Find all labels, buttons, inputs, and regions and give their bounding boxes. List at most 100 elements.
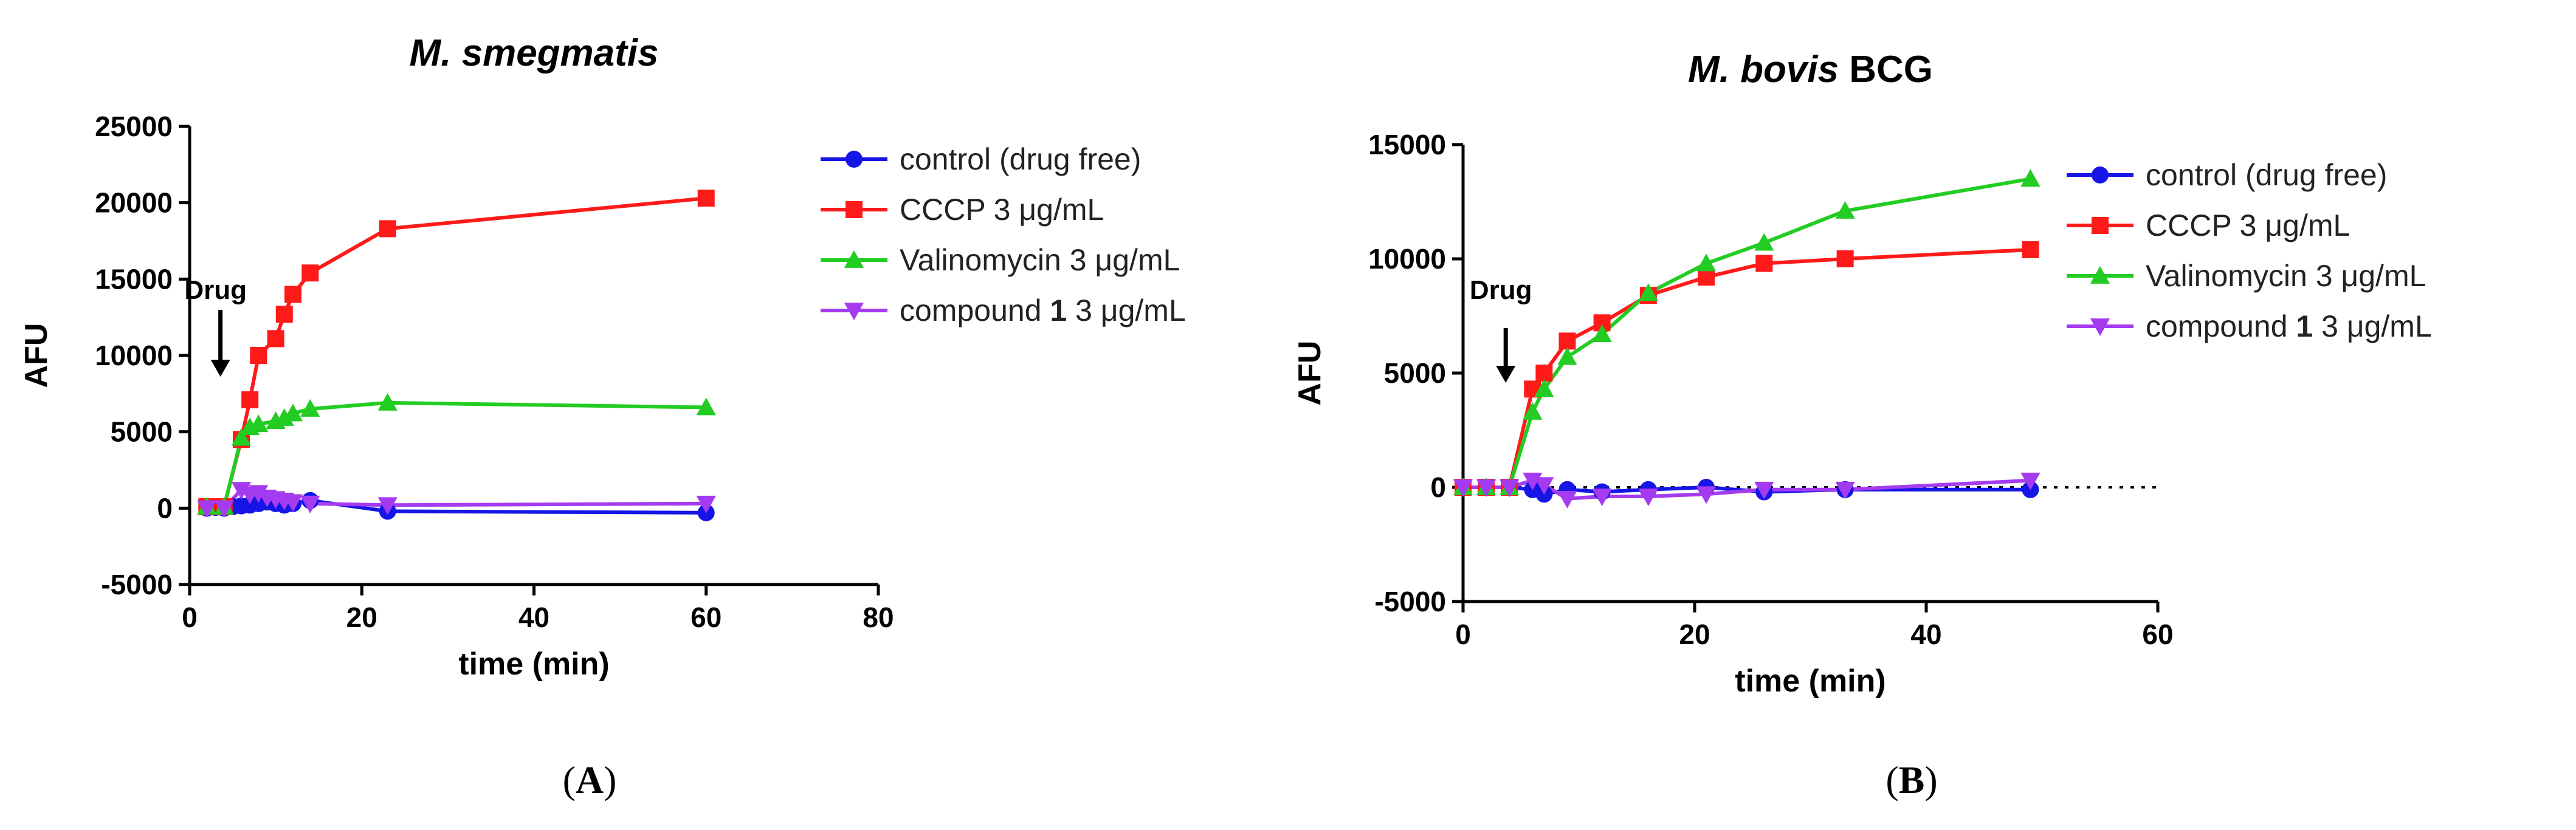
drug-arrow-head	[1496, 366, 1516, 383]
y-tick-label: 0	[157, 492, 173, 524]
series-line	[1463, 177, 2031, 489]
data-point	[1534, 477, 1554, 495]
data-point	[241, 391, 259, 408]
data-point	[696, 495, 716, 513]
data-point	[267, 330, 284, 348]
legend: control (drug free) CCCP 3 μg/mL Valinomyc…	[821, 142, 1186, 328]
legend-label: control (drug free)	[900, 142, 1141, 176]
data-point	[249, 485, 269, 503]
legend-label: compound 1 3 μg/mL	[900, 293, 1186, 328]
data-point	[1698, 269, 1715, 286]
y-tick-label: 0	[1430, 472, 1446, 503]
x-tick-label: 40	[1910, 619, 1941, 650]
data-point	[377, 393, 398, 411]
legend: control (drug free) CCCP 3 μg/mL Valinomyc…	[2067, 158, 2432, 343]
legend-label: CCCP 3 μg/mL	[900, 193, 1104, 227]
data-point	[1523, 472, 1543, 490]
legend-label: Valinomycin 3 μg/mL	[900, 243, 1180, 277]
data-point	[197, 500, 217, 518]
y-tick-label: 20000	[95, 187, 173, 219]
y-tick-label: 15000	[1368, 129, 1446, 160]
x-axis-label: time (min)	[1735, 664, 1886, 699]
data-point	[231, 482, 252, 500]
legend-label: CCCP 3 μg/mL	[2146, 208, 2350, 242]
y-tick-label: 15000	[95, 263, 173, 295]
y-axis-label: AFU	[1292, 341, 1328, 406]
data-point	[1534, 379, 1554, 397]
data-point	[1523, 402, 1543, 420]
data-point	[1638, 489, 1658, 507]
panel-label: (B)	[1886, 758, 1937, 801]
data-point	[274, 408, 294, 426]
chart-title: M. bovis BCG	[1688, 49, 1933, 91]
legend-marker	[845, 151, 863, 168]
x-tick-label: 40	[518, 602, 549, 633]
data-point	[231, 428, 252, 446]
y-tick-label: 25000	[95, 111, 173, 142]
x-tick-label: 20	[346, 602, 377, 633]
series-line	[207, 196, 707, 509]
data-point	[300, 495, 320, 513]
legend-marker	[2092, 166, 2109, 183]
data-point	[696, 397, 716, 416]
legend-marker	[2090, 318, 2110, 337]
data-point	[697, 190, 715, 207]
legend-label: Valinomycin 3 μg/mL	[2146, 259, 2426, 293]
data-point	[1557, 347, 1577, 365]
data-point	[2022, 241, 2039, 258]
data-point	[1754, 233, 1774, 251]
chart-title: M. smegmatis	[409, 32, 658, 74]
data-point	[377, 497, 398, 515]
y-tick-label: 10000	[95, 340, 173, 371]
data-point	[283, 403, 303, 422]
legend-label: control (drug free)	[2146, 158, 2387, 192]
legend-marker	[845, 201, 863, 218]
data-point	[300, 399, 320, 417]
data-point	[1696, 253, 1717, 272]
legend-label: compound 1 3 μg/mL	[2146, 309, 2432, 343]
x-axis-label: time (min)	[458, 647, 609, 682]
y-tick-label: -5000	[1374, 586, 1446, 617]
x-tick-label: 60	[2142, 619, 2173, 650]
x-tick-label: 0	[182, 602, 198, 633]
data-point	[2020, 472, 2040, 490]
data-point	[1535, 365, 1553, 382]
legend-marker	[844, 250, 864, 268]
data-point	[1836, 250, 1854, 267]
data-point	[1755, 255, 1773, 272]
data-point	[284, 286, 301, 303]
legend-marker	[2092, 217, 2109, 234]
data-point	[1500, 479, 1520, 498]
data-point	[1835, 481, 1855, 499]
data-point	[1476, 479, 1496, 498]
y-tick-label: 5000	[111, 416, 173, 448]
legend-marker	[2090, 266, 2110, 284]
data-point	[1557, 490, 1577, 509]
data-point	[1638, 283, 1658, 301]
y-tick-label: 10000	[1368, 243, 1446, 275]
chart-panel-a: M. smegmatis -5000 0 5000 10000 15000 20000 250…	[19, 32, 1186, 801]
y-tick-label: -5000	[101, 569, 173, 600]
x-tick-label: 0	[1455, 619, 1471, 650]
x-tick-label: 80	[863, 602, 894, 633]
data-point	[2020, 169, 2040, 187]
y-tick-label: 5000	[1384, 357, 1446, 389]
data-point	[1592, 489, 1612, 507]
x-tick-label: 60	[690, 602, 721, 633]
data-point	[275, 306, 293, 323]
data-point	[1754, 481, 1774, 499]
data-point	[1835, 201, 1855, 219]
data-point	[1558, 332, 1576, 350]
chart-panel-b: M. bovis BCG -5000 0 5000 10000 15000 0 20 40 60 t…	[1292, 49, 2432, 801]
data-point	[214, 500, 234, 518]
data-point	[249, 414, 269, 432]
legend-marker	[844, 303, 864, 321]
drug-annotation-label: Drug	[1470, 275, 1532, 305]
y-axis-label: AFU	[19, 323, 54, 388]
data-point	[1696, 486, 1717, 504]
panel-label: (A)	[563, 758, 617, 801]
data-point	[1592, 324, 1612, 342]
data-point	[250, 347, 267, 364]
data-point	[301, 264, 319, 282]
